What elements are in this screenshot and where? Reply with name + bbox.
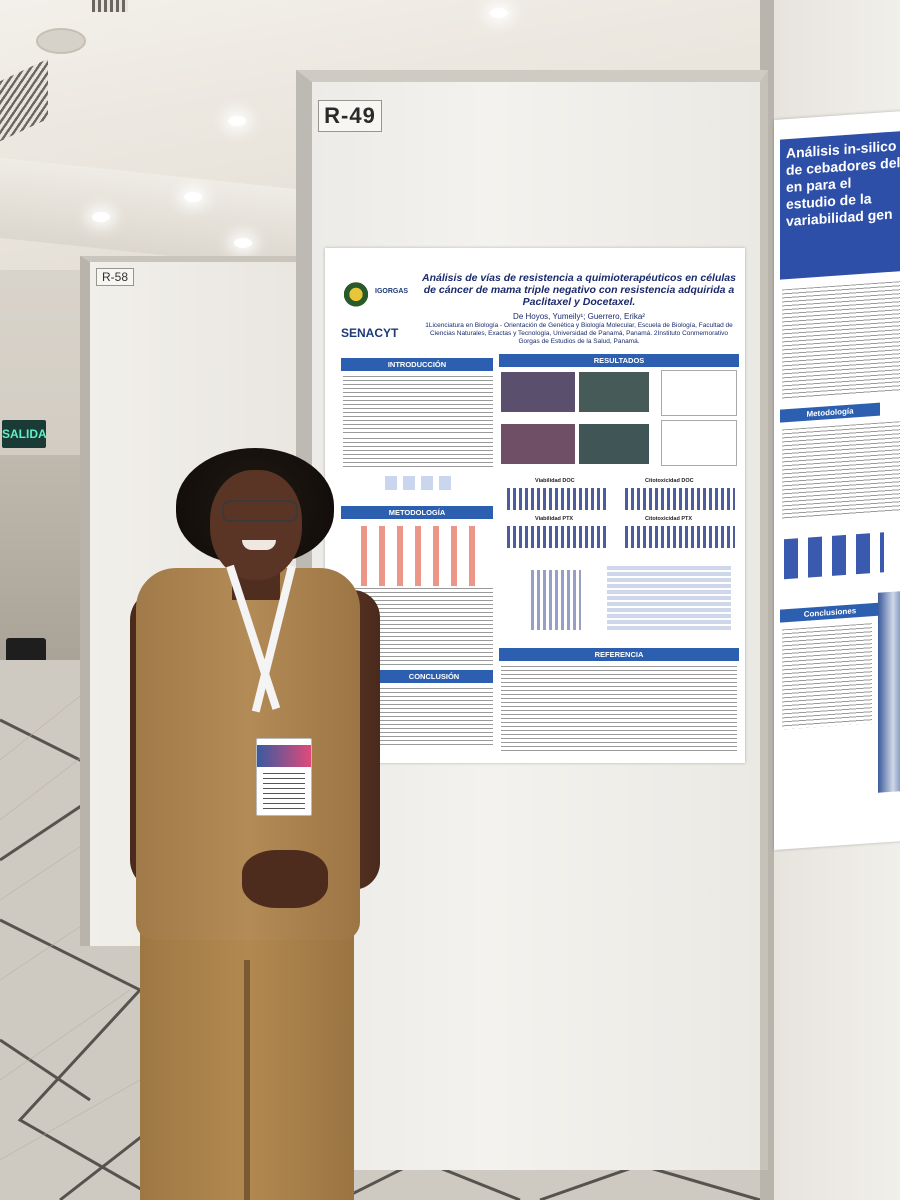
poster-right-section-methods: Metodología	[780, 402, 880, 423]
exit-sign: SALIDA	[2, 420, 47, 448]
senacyt-logo: SENACYT	[341, 326, 399, 340]
label-cito-doc: Citotoxicidad DOC	[645, 478, 694, 484]
badge-text	[263, 773, 305, 809]
section-results: RESULTADOS	[499, 354, 739, 367]
poster-right-text	[782, 281, 900, 400]
label-viab-ptx: Viabilidad PTX	[535, 516, 574, 522]
section-intro: INTRODUCCIÓN	[341, 358, 493, 371]
smile	[242, 540, 276, 550]
conference-badge	[256, 738, 312, 816]
poster-right: Análisis in-silico de cebadores del en p…	[774, 110, 900, 850]
section-references: REFERENCIA	[499, 648, 739, 661]
label-viab-doc: Viabilidad DOC	[535, 478, 575, 484]
section-methods: METODOLOGÍA	[341, 506, 493, 519]
conclusion-text	[375, 688, 493, 748]
board-label-left: R-58	[96, 268, 134, 286]
doorway	[0, 455, 85, 665]
face	[210, 470, 302, 580]
ceiling-light	[234, 238, 252, 248]
trouser-leg-gap	[244, 960, 250, 1200]
poster-affiliations: 1Licenciatura en Biología - Orientación …	[425, 322, 733, 345]
ceiling-light	[490, 8, 508, 18]
results-micrograph	[579, 424, 649, 464]
bar-chart-cito-ptx	[625, 526, 735, 548]
poster-right-title: Análisis in-silico de cebadores del en p…	[780, 130, 900, 280]
intro-figure	[385, 476, 455, 490]
poster-right-section-conclusions: Conclusiones	[780, 602, 880, 623]
section-conclusion: CONCLUSIÓN	[375, 670, 493, 683]
poster-authors: De Hoyos, Yumeily¹; Guerrero, Erika²	[513, 312, 645, 321]
results-curve-graph	[661, 370, 737, 416]
results-gel-figure	[531, 570, 581, 630]
eyeglasses	[222, 500, 298, 522]
igorgas-logo: IGORGAS	[375, 288, 409, 295]
poster-right-figure	[878, 590, 900, 793]
results-micrograph	[579, 372, 649, 412]
poster-right-text	[782, 421, 900, 520]
badge-header	[257, 745, 311, 767]
university-crest-logo	[343, 280, 369, 312]
bar-chart-cito-doc	[625, 488, 735, 510]
ceiling-light	[92, 212, 110, 222]
results-curve-graph	[661, 420, 737, 466]
poster-right-icons	[784, 532, 884, 580]
label-cito-ptx: Citotoxicidad PTX	[645, 516, 693, 522]
ceiling-light	[228, 116, 246, 126]
air-vent-top	[92, 0, 128, 12]
ceiling-light	[184, 192, 202, 202]
bar-chart-viab-ptx	[507, 526, 607, 548]
poster-title: Análisis de vías de resistencia a quimio…	[422, 272, 736, 308]
intro-text	[343, 438, 493, 468]
references-text	[501, 666, 737, 754]
poster-right-text	[782, 623, 872, 730]
results-micrograph	[501, 372, 575, 412]
results-table	[607, 566, 731, 632]
results-micrograph	[501, 424, 575, 464]
bar-chart-viab-doc	[507, 488, 607, 510]
poster-main: IGORGAS SENACYT Análisis de vías de resi…	[325, 248, 745, 763]
board-label-main: R-49	[318, 100, 382, 132]
ceiling-speaker	[36, 28, 86, 54]
intro-text	[343, 376, 493, 434]
methods-figure	[361, 526, 481, 586]
clasped-hands	[242, 850, 328, 908]
